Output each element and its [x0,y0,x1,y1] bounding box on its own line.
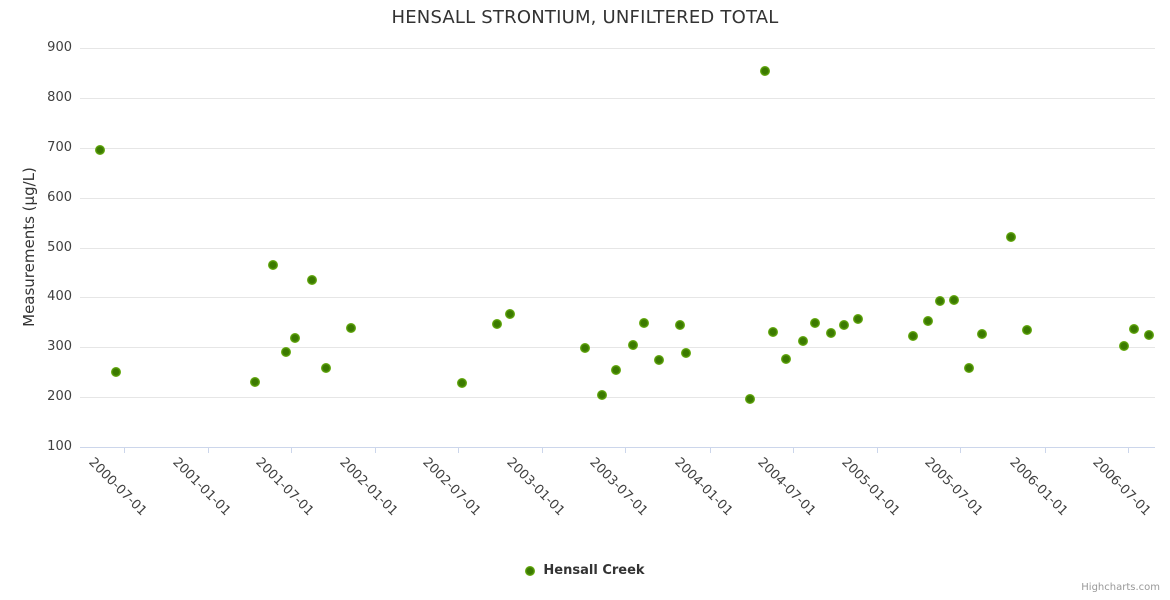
x-axis-tick-label: 2006-01-01 [1005,455,1070,520]
chart-title: HENSALL STRONTIUM, UNFILTERED TOTAL [391,7,779,28]
x-axis-tick [458,448,460,453]
x-axis-tick [1127,448,1129,453]
y-axis-tick-label: 600 [47,189,72,205]
x-axis-tick-label: 2006-07-01 [1088,455,1153,520]
y-axis-tick-label: 500 [47,239,72,255]
x-axis-tick-label: 2001-07-01 [252,455,317,520]
scatter-point[interactable] [1119,340,1130,351]
y-axis-tick-label: 800 [47,89,72,105]
scatter-point[interactable] [289,333,300,344]
scatter-point[interactable] [760,66,771,77]
scatter-point[interactable] [306,274,317,285]
y-gridline [80,147,1155,149]
x-axis-tick [207,448,209,453]
scatter-point[interactable] [839,320,850,331]
y-gridline [80,297,1155,299]
x-axis-tick [709,448,711,453]
x-axis-tick-label: 2003-01-01 [503,455,568,520]
y-axis-tick-label: 900 [47,40,72,55]
y-gridline [80,197,1155,199]
series-marker-icon [525,565,536,576]
scatter-point[interactable] [826,327,837,338]
x-axis-tick-label: 2002-07-01 [419,455,484,520]
scatter-point[interactable] [457,378,468,389]
scatter-point[interactable] [111,366,122,377]
scatter-point[interactable] [639,317,650,328]
y-gridline [80,347,1155,349]
scatter-point[interactable] [1128,323,1139,334]
scatter-point[interactable] [1144,330,1155,341]
y-axis-tick-label: 400 [47,289,72,305]
scatter-point[interactable] [768,327,779,338]
x-axis-tick [625,448,627,453]
scatter-point[interactable] [250,377,261,388]
x-axis-tick-label: 2000-07-01 [84,455,149,520]
y-axis-tick-label: 700 [47,139,72,155]
y-gridline [80,48,1155,49]
x-axis-tick [1044,448,1046,453]
x-axis-tick-label: 2005-01-01 [838,455,903,520]
scatter-point[interactable] [922,316,933,327]
x-axis-tick [123,448,125,453]
scatter-point[interactable] [1006,231,1017,242]
x-axis-tick [542,448,544,453]
scatter-point[interactable] [267,260,278,271]
x-axis-tick [960,448,962,453]
y-gridline [80,247,1155,249]
scatter-point[interactable] [579,343,590,354]
x-axis-tick-label: 2004-07-01 [754,455,819,520]
scatter-point[interactable] [321,362,332,373]
scatter-point[interactable] [797,335,808,346]
legend[interactable]: Hensall Creek [0,563,1170,578]
y-axis-tick-label: 100 [47,439,72,454]
scatter-point[interactable] [654,354,665,365]
scatter-point[interactable] [745,393,756,404]
scatter-point[interactable] [1021,325,1032,336]
x-axis-tick-label: 2001-01-01 [169,455,234,520]
scatter-point[interactable] [809,318,820,329]
x-axis-tick [290,448,292,453]
x-axis-tick-label: 2003-07-01 [586,455,651,520]
scatter-point[interactable] [94,145,105,156]
y-gridline [80,97,1155,99]
x-axis-tick-label: 2002-01-01 [336,455,401,520]
scatter-point[interactable] [627,339,638,350]
y-axis-tick-label: 200 [47,389,72,405]
scatter-point[interactable] [935,295,946,306]
y-axis-tick-label: 300 [47,339,72,355]
x-axis-tick-label: 2004-01-01 [670,455,736,520]
scatter-point[interactable] [610,364,621,375]
scatter-point[interactable] [964,362,975,373]
scatter-point[interactable] [907,331,918,342]
x-axis-tick-label: 2005-07-01 [921,455,986,520]
scatter-point[interactable] [346,322,357,333]
x-axis-line [80,447,1155,448]
legend-series-label: Hensall Creek [543,563,645,578]
scatter-point[interactable] [680,348,691,359]
plot-area [80,48,1155,447]
scatter-point[interactable] [852,314,863,325]
scatter-point[interactable] [948,295,959,306]
scatter-point[interactable] [596,389,607,400]
x-axis-tick [793,448,794,453]
y-gridline [80,397,1155,399]
scatter-point[interactable] [505,308,516,319]
x-axis-tick [375,448,377,453]
scatter-point[interactable] [781,353,792,364]
scatter-point[interactable] [977,329,988,340]
scatter-point[interactable] [281,347,292,358]
x-axis-tick [877,448,879,453]
scatter-point[interactable] [491,318,502,329]
highcharts-credit-link[interactable]: Highcharts.com [1081,582,1160,593]
scatter-point[interactable] [674,319,685,330]
